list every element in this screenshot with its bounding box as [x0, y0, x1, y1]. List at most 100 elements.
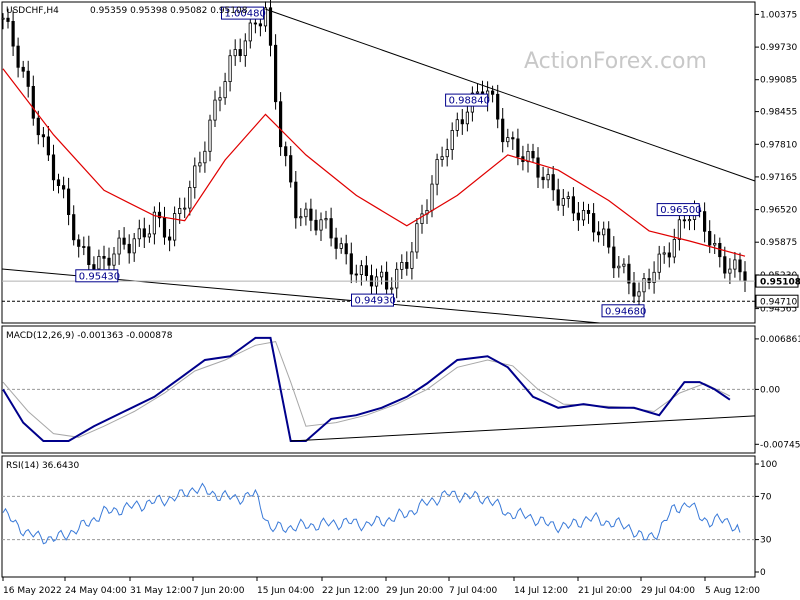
candle-body [359, 265, 364, 276]
candle-body [97, 255, 101, 270]
candle-body [420, 213, 424, 224]
candle-body [667, 252, 671, 258]
price-y-tick-label: 0.99085 [760, 76, 797, 86]
x-tick-label: 14 Jul 12:00 [514, 586, 568, 596]
candle-body [390, 287, 394, 290]
quote-header: 0.95359 0.95398 0.95082 0.95108 [90, 6, 248, 16]
candle-body [82, 246, 86, 248]
candle-body [592, 213, 596, 233]
candle-body [526, 150, 530, 163]
candle-body [445, 149, 449, 158]
candle-body [223, 81, 227, 99]
x-tick-label: 7 Jun 20:00 [193, 586, 245, 596]
candle-body [551, 174, 555, 191]
candle-body [546, 174, 550, 181]
watermark: ActionForex.com [524, 49, 707, 74]
candle-body [107, 257, 111, 266]
symbol-header: USDCHF,H4 [6, 6, 59, 16]
candle-body [62, 185, 66, 190]
support-price-tag [755, 294, 799, 308]
candle-body [324, 218, 328, 221]
candle-body [379, 271, 384, 278]
candle-body [364, 265, 369, 277]
price-y-tick-label: 0.97810 [760, 140, 797, 150]
candle-body [137, 228, 141, 240]
price-label-box [601, 304, 645, 318]
candle-body [682, 219, 687, 222]
candle-body [597, 231, 601, 236]
x-tick-label: 5 Aug 12:00 [705, 586, 760, 596]
candle-body [132, 238, 136, 254]
candle-body [122, 237, 126, 245]
candle-body [511, 137, 515, 140]
price-label-text: 0.95430 [79, 271, 120, 282]
candle-body [349, 253, 353, 275]
candle-body [46, 136, 51, 156]
candle-body [16, 45, 20, 68]
candle-body [581, 209, 586, 221]
macd-trendline [290, 415, 756, 442]
candle-body [455, 119, 459, 131]
price-y-tick-label: 0.98455 [760, 108, 797, 118]
candle-body [723, 256, 727, 274]
axis-layer: 1.00375 0.99730 0.99085 0.98455 0.97810 0.971… [2, 10, 800, 596]
price-label-text: 0.96500 [660, 205, 701, 216]
candle-body [743, 271, 747, 282]
candle-body [208, 119, 212, 152]
candle-body [607, 228, 611, 248]
candle-body [142, 228, 146, 238]
candle-body [561, 198, 565, 206]
candle-body [203, 150, 207, 164]
candle-body [213, 99, 217, 121]
rsi-title: RSI(14) 36.6430 [6, 461, 79, 471]
x-tick-label: 24 May 04:00 [65, 586, 127, 596]
candle-body [395, 268, 399, 289]
candle-body [178, 207, 182, 214]
candle-body [147, 233, 151, 238]
candle-body [253, 22, 257, 25]
candle-body [248, 22, 252, 42]
candle-body [309, 208, 313, 221]
x-tick-label: 29 Jul 04:00 [641, 586, 695, 596]
candle-body [72, 214, 76, 241]
price-label-box [656, 203, 700, 217]
price-label-text: 0.94680 [605, 306, 646, 317]
macd-title: MACD(12,26,9) -0.001363 -0.000878 [6, 331, 173, 341]
candle-body [400, 261, 404, 270]
rsi-y-tick-label: 0 [760, 568, 766, 578]
candle-body [405, 261, 409, 269]
candle-body [273, 44, 278, 103]
candle-body [243, 40, 247, 57]
x-tick-label: 15 Jun 04:00 [257, 586, 314, 596]
candle-body [36, 117, 40, 136]
candle-body [299, 216, 303, 219]
candle-body [516, 138, 520, 158]
candle-body [51, 154, 56, 181]
macd-y-tick-label: 0.006861 [760, 335, 800, 345]
macd-y-tick-label: -0.007454 [760, 440, 800, 450]
candle-body [162, 217, 167, 238]
candle-body [410, 251, 414, 269]
candle-body [92, 264, 96, 270]
candle-body [687, 219, 692, 222]
candle-body [430, 183, 434, 211]
candle-body [117, 237, 121, 255]
candle-body [304, 208, 308, 218]
candle-body [289, 155, 293, 183]
candle-body [647, 278, 651, 283]
price-label-text: 0.94930 [355, 296, 396, 307]
candle-body [728, 268, 732, 274]
candle-body [566, 196, 570, 199]
candle-body [172, 213, 177, 241]
candle-body [738, 259, 742, 273]
price-label-box [351, 293, 394, 307]
upper-trendline [265, 8, 756, 182]
candle-body [435, 159, 439, 185]
candle-body [612, 246, 616, 269]
candle-body [475, 91, 480, 94]
candle-body [617, 265, 621, 269]
candle-body [41, 134, 46, 138]
candle-body [314, 219, 318, 231]
candle-body [329, 218, 333, 239]
candle-body [627, 263, 631, 284]
